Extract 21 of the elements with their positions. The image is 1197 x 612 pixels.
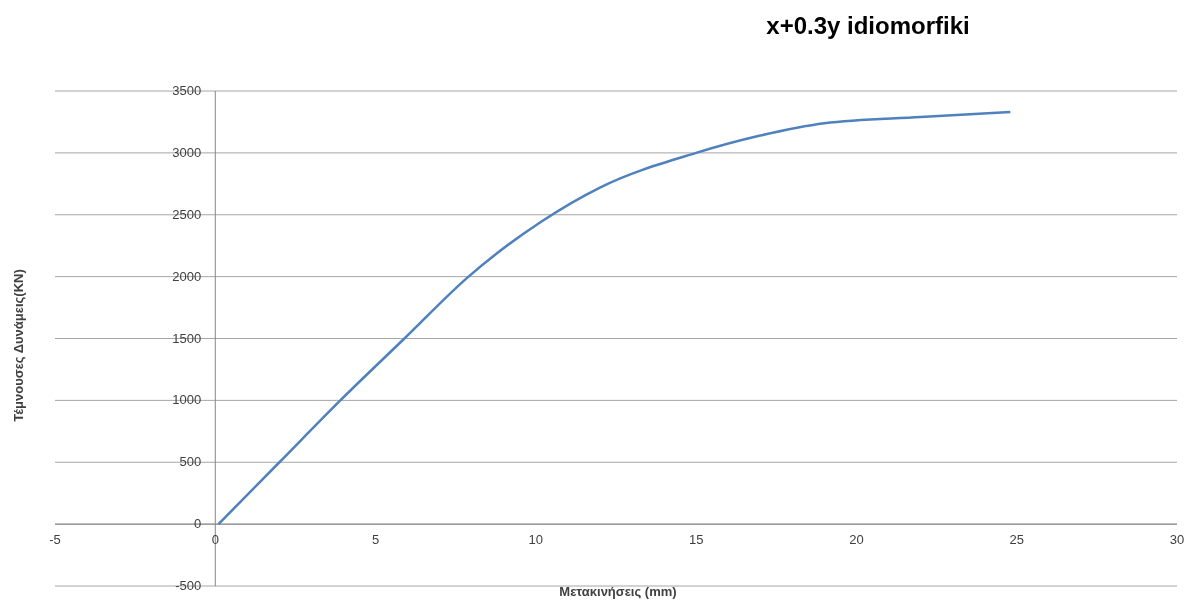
y-tick-label: 2000 xyxy=(172,268,202,284)
line-series xyxy=(217,110,1012,526)
x-tick-label: 5 xyxy=(371,532,380,548)
x-tick-label: -5 xyxy=(49,532,61,548)
x-tick-label: 10 xyxy=(528,532,544,548)
y-tick-label: -500 xyxy=(175,578,202,593)
y-tick-label: 1000 xyxy=(172,392,202,408)
x-tick-label: 25 xyxy=(1009,532,1024,548)
y-tick-label: 500 xyxy=(179,454,202,470)
y-tick-label: 1500 xyxy=(172,330,202,346)
chart-title: x+0.3y idiomorfiki xyxy=(765,12,971,40)
y-tick-label: 3000 xyxy=(172,144,202,160)
y-tick-label: 2500 xyxy=(172,206,202,222)
x-tick-label: 15 xyxy=(688,532,704,548)
x-tick-label: 20 xyxy=(849,532,864,548)
y-tick-label: 0 xyxy=(194,516,202,532)
y-axis-title: Τέμνουσες Δυνάμεις(KN) xyxy=(10,268,26,424)
x-tick-label: 0 xyxy=(211,532,219,548)
x-tick-label: 30 xyxy=(1169,532,1185,548)
x-axis-title: Μετακινήσεις (mm) xyxy=(558,584,678,599)
y-tick-label: 3500 xyxy=(172,83,202,98)
